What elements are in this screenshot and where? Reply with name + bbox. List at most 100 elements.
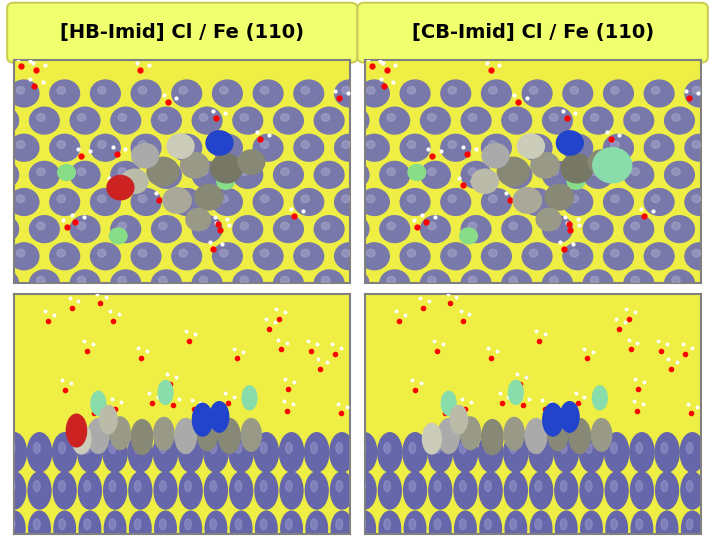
Circle shape [219,419,240,453]
Circle shape [70,161,100,188]
Circle shape [91,189,120,215]
Circle shape [311,443,317,453]
Circle shape [54,511,76,545]
Circle shape [655,433,679,472]
Circle shape [4,511,25,545]
Circle shape [611,443,617,453]
Circle shape [384,519,390,530]
Circle shape [253,80,283,107]
Circle shape [339,216,369,243]
Circle shape [260,519,267,530]
Circle shape [281,113,289,121]
Circle shape [301,87,310,94]
Circle shape [138,141,147,148]
Circle shape [34,481,40,492]
Circle shape [586,481,592,492]
Circle shape [681,511,703,545]
Circle shape [692,195,701,203]
Circle shape [367,195,375,203]
Circle shape [274,270,303,297]
Circle shape [16,195,25,203]
Circle shape [583,216,613,243]
Circle shape [240,276,249,284]
Circle shape [59,443,65,453]
Circle shape [441,243,470,270]
Circle shape [132,80,161,107]
Circle shape [159,276,167,284]
Circle shape [510,519,516,530]
Circle shape [488,195,497,203]
Circle shape [530,472,553,509]
Circle shape [9,519,15,530]
Circle shape [132,243,161,270]
Circle shape [448,249,456,257]
Circle shape [240,168,249,175]
Circle shape [555,472,578,509]
Circle shape [504,433,528,472]
Circle shape [563,189,593,215]
Circle shape [301,195,310,203]
Circle shape [434,519,441,530]
Circle shape [460,481,466,492]
Circle shape [98,141,106,148]
Circle shape [0,113,4,121]
Circle shape [159,168,167,175]
Circle shape [561,481,567,492]
Circle shape [339,107,369,134]
Circle shape [57,141,65,148]
Circle shape [154,472,177,509]
Circle shape [9,134,39,161]
Circle shape [79,472,102,509]
Circle shape [550,276,558,284]
Circle shape [448,87,456,94]
Circle shape [199,276,208,284]
Circle shape [509,113,518,121]
Circle shape [57,249,65,257]
Circle shape [631,222,639,230]
Circle shape [175,419,197,453]
Circle shape [118,168,127,175]
Circle shape [686,443,693,453]
Circle shape [72,423,91,454]
Circle shape [603,243,633,270]
Circle shape [134,519,141,530]
Circle shape [479,472,502,509]
Circle shape [681,472,704,509]
Circle shape [98,195,106,203]
Circle shape [461,161,491,188]
Circle shape [570,195,578,203]
Circle shape [192,270,222,297]
Circle shape [138,249,147,257]
Circle shape [685,80,715,107]
Circle shape [408,141,415,148]
Circle shape [631,168,639,175]
Circle shape [206,131,233,155]
Circle shape [603,134,633,161]
Circle shape [651,195,660,203]
Circle shape [184,481,192,492]
Circle shape [434,481,441,492]
Circle shape [240,222,249,230]
Circle shape [387,276,395,284]
Circle shape [103,433,127,472]
Circle shape [179,141,187,148]
Circle shape [403,433,427,472]
Circle shape [152,107,182,134]
Circle shape [563,243,593,270]
Circle shape [360,134,389,161]
Circle shape [420,216,450,243]
Circle shape [353,472,376,509]
Circle shape [132,189,161,215]
Circle shape [342,141,350,148]
Circle shape [16,249,25,257]
Circle shape [460,417,480,450]
Circle shape [129,472,152,509]
Circle shape [543,403,563,436]
Circle shape [455,511,476,545]
Circle shape [192,403,212,436]
Circle shape [624,270,654,297]
Circle shape [509,168,518,175]
Circle shape [510,443,516,453]
Circle shape [570,87,578,94]
Circle shape [180,511,202,545]
